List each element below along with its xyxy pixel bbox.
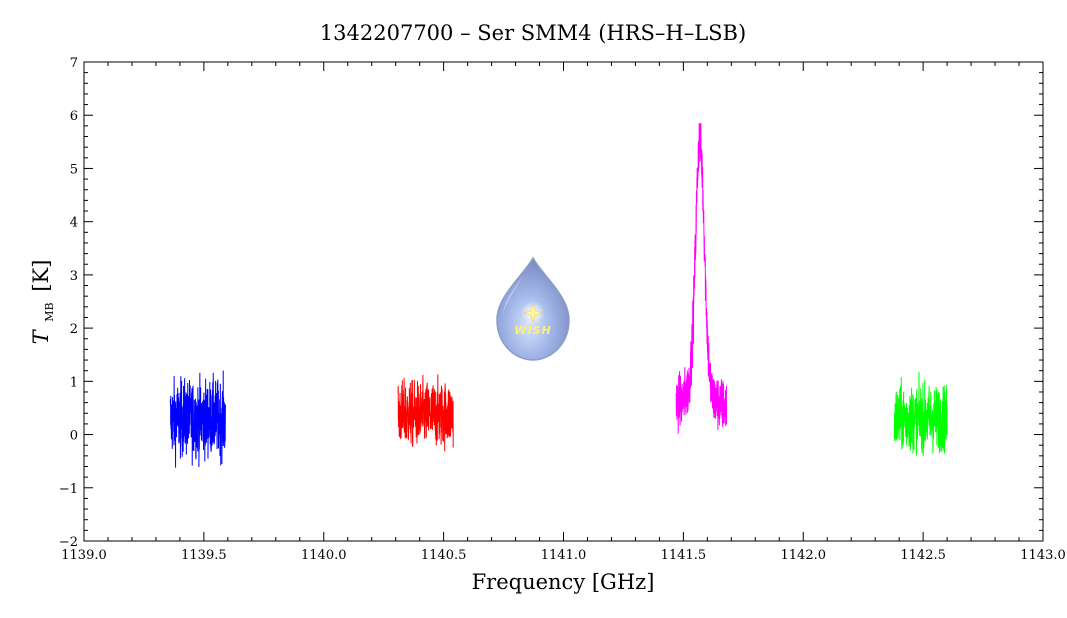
x-tick-label: 1141.5 [661, 548, 707, 563]
y-tick-label: 5 [70, 162, 78, 177]
y-axis-label: T MB [K] [29, 260, 58, 345]
y-tick-label: 3 [70, 269, 78, 284]
y-label-main: T [29, 328, 53, 344]
x-tick-label: 1139.5 [181, 548, 227, 563]
spectrum-series-1 [169, 370, 226, 468]
series-layer [169, 123, 948, 468]
axis-ticks [83, 61, 1044, 542]
y-tick-label: 4 [70, 216, 78, 231]
spectrum-series-2 [397, 374, 454, 452]
x-tick-label: 1143.0 [1020, 548, 1066, 563]
y-tick-label: −2 [59, 535, 78, 550]
logo-text: WISH [514, 324, 551, 337]
y-tick-labels: −2 −1 0 1 2 3 4 5 6 7 [59, 56, 78, 550]
y-tick-label: 7 [70, 56, 78, 71]
y-label-unit: [K] [29, 260, 53, 292]
y-tick-label: −1 [59, 482, 78, 497]
x-tick-label: 1141.0 [541, 548, 587, 563]
y-label-sub: MB [43, 302, 56, 321]
y-tick-label: 0 [70, 429, 78, 444]
x-tick-label: 1139.0 [61, 548, 107, 563]
svg-text:T MB [K]: T MB [K] [29, 260, 58, 345]
chart-title: 1342207700 – Ser SMM4 (HRS–H–LSB) [320, 21, 746, 45]
spectrum-series-4 [893, 371, 948, 456]
spectrum-series-3 [675, 123, 728, 434]
x-tick-label: 1140.5 [421, 548, 467, 563]
x-tick-labels: 1139.0 1139.5 1140.0 1140.5 1141.0 1141.5 1142… [61, 548, 1066, 563]
y-tick-label: 6 [70, 109, 78, 124]
x-tick-label: 1140.0 [301, 548, 347, 563]
star-icon [523, 303, 543, 323]
y-tick-label: 1 [70, 375, 78, 390]
wish-logo: WISH [496, 256, 570, 361]
y-tick-label: 2 [70, 322, 78, 337]
x-axis-label: Frequency [GHz] [472, 570, 655, 594]
x-tick-label: 1142.5 [900, 548, 946, 563]
x-tick-label: 1142.0 [781, 548, 827, 563]
